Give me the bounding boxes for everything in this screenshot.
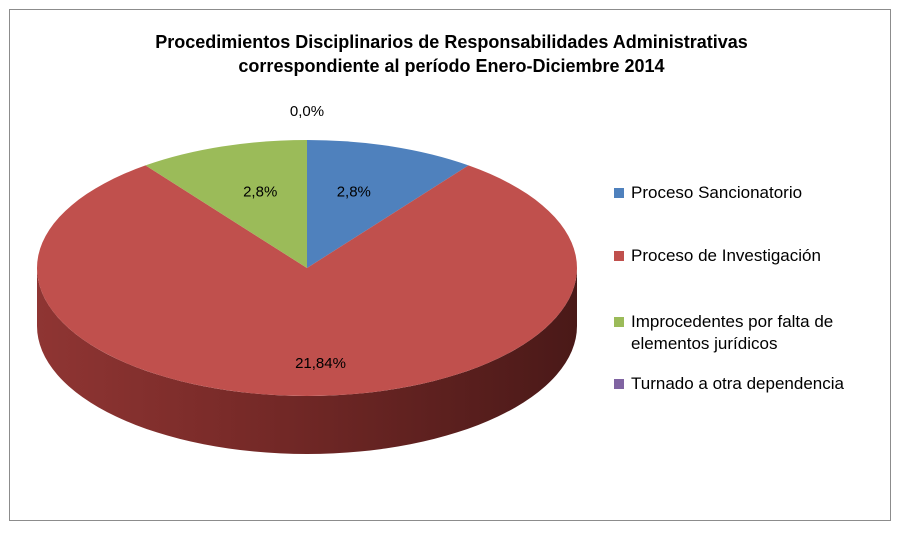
pie-slice-2 [145, 140, 307, 268]
data-label-3: 0,0% [290, 103, 324, 120]
pie-side-1 [37, 268, 577, 454]
chart-title: Procedimientos Disciplinarios de Respons… [0, 30, 903, 78]
pie-top-group [36, 140, 578, 396]
pie-side-group [37, 268, 577, 454]
legend-item-turnado: Turnado a otra dependencia [614, 373, 876, 395]
legend-item-improcedentes: Improcedentes por falta de elementos jur… [614, 311, 876, 355]
pie-labels-group: 2,8% 21,84% 2,8% 0,0% [243, 103, 371, 372]
legend-swatch-red [614, 251, 624, 261]
legend-label: Improcedentes por falta de elementos jur… [631, 312, 834, 353]
legend-label: Proceso Sancionatorio [631, 183, 803, 202]
legend-item-proceso-sancionatorio: Proceso Sancionatorio [614, 182, 876, 204]
legend-item-proceso-de-investigacion: Proceso de Investigación [614, 245, 876, 267]
legend-swatch-green [614, 317, 624, 327]
pie-slice-1 [36, 165, 578, 396]
legend-swatch-purple [614, 379, 624, 389]
legend-label: Proceso de Investigación [631, 246, 821, 265]
data-label-1: 21,84% [295, 355, 346, 372]
legend-label: Turnado a otra dependencia [631, 374, 844, 393]
chart-title-line-2: correspondiente al período Enero-Diciemb… [238, 56, 665, 76]
data-label-2: 2,8% [243, 184, 277, 201]
pie-slice-0 [307, 140, 469, 268]
chart-title-line-1: Procedimientos Disciplinarios de Respons… [155, 32, 748, 52]
legend-swatch-blue [614, 188, 624, 198]
data-label-0: 2,8% [337, 184, 371, 201]
